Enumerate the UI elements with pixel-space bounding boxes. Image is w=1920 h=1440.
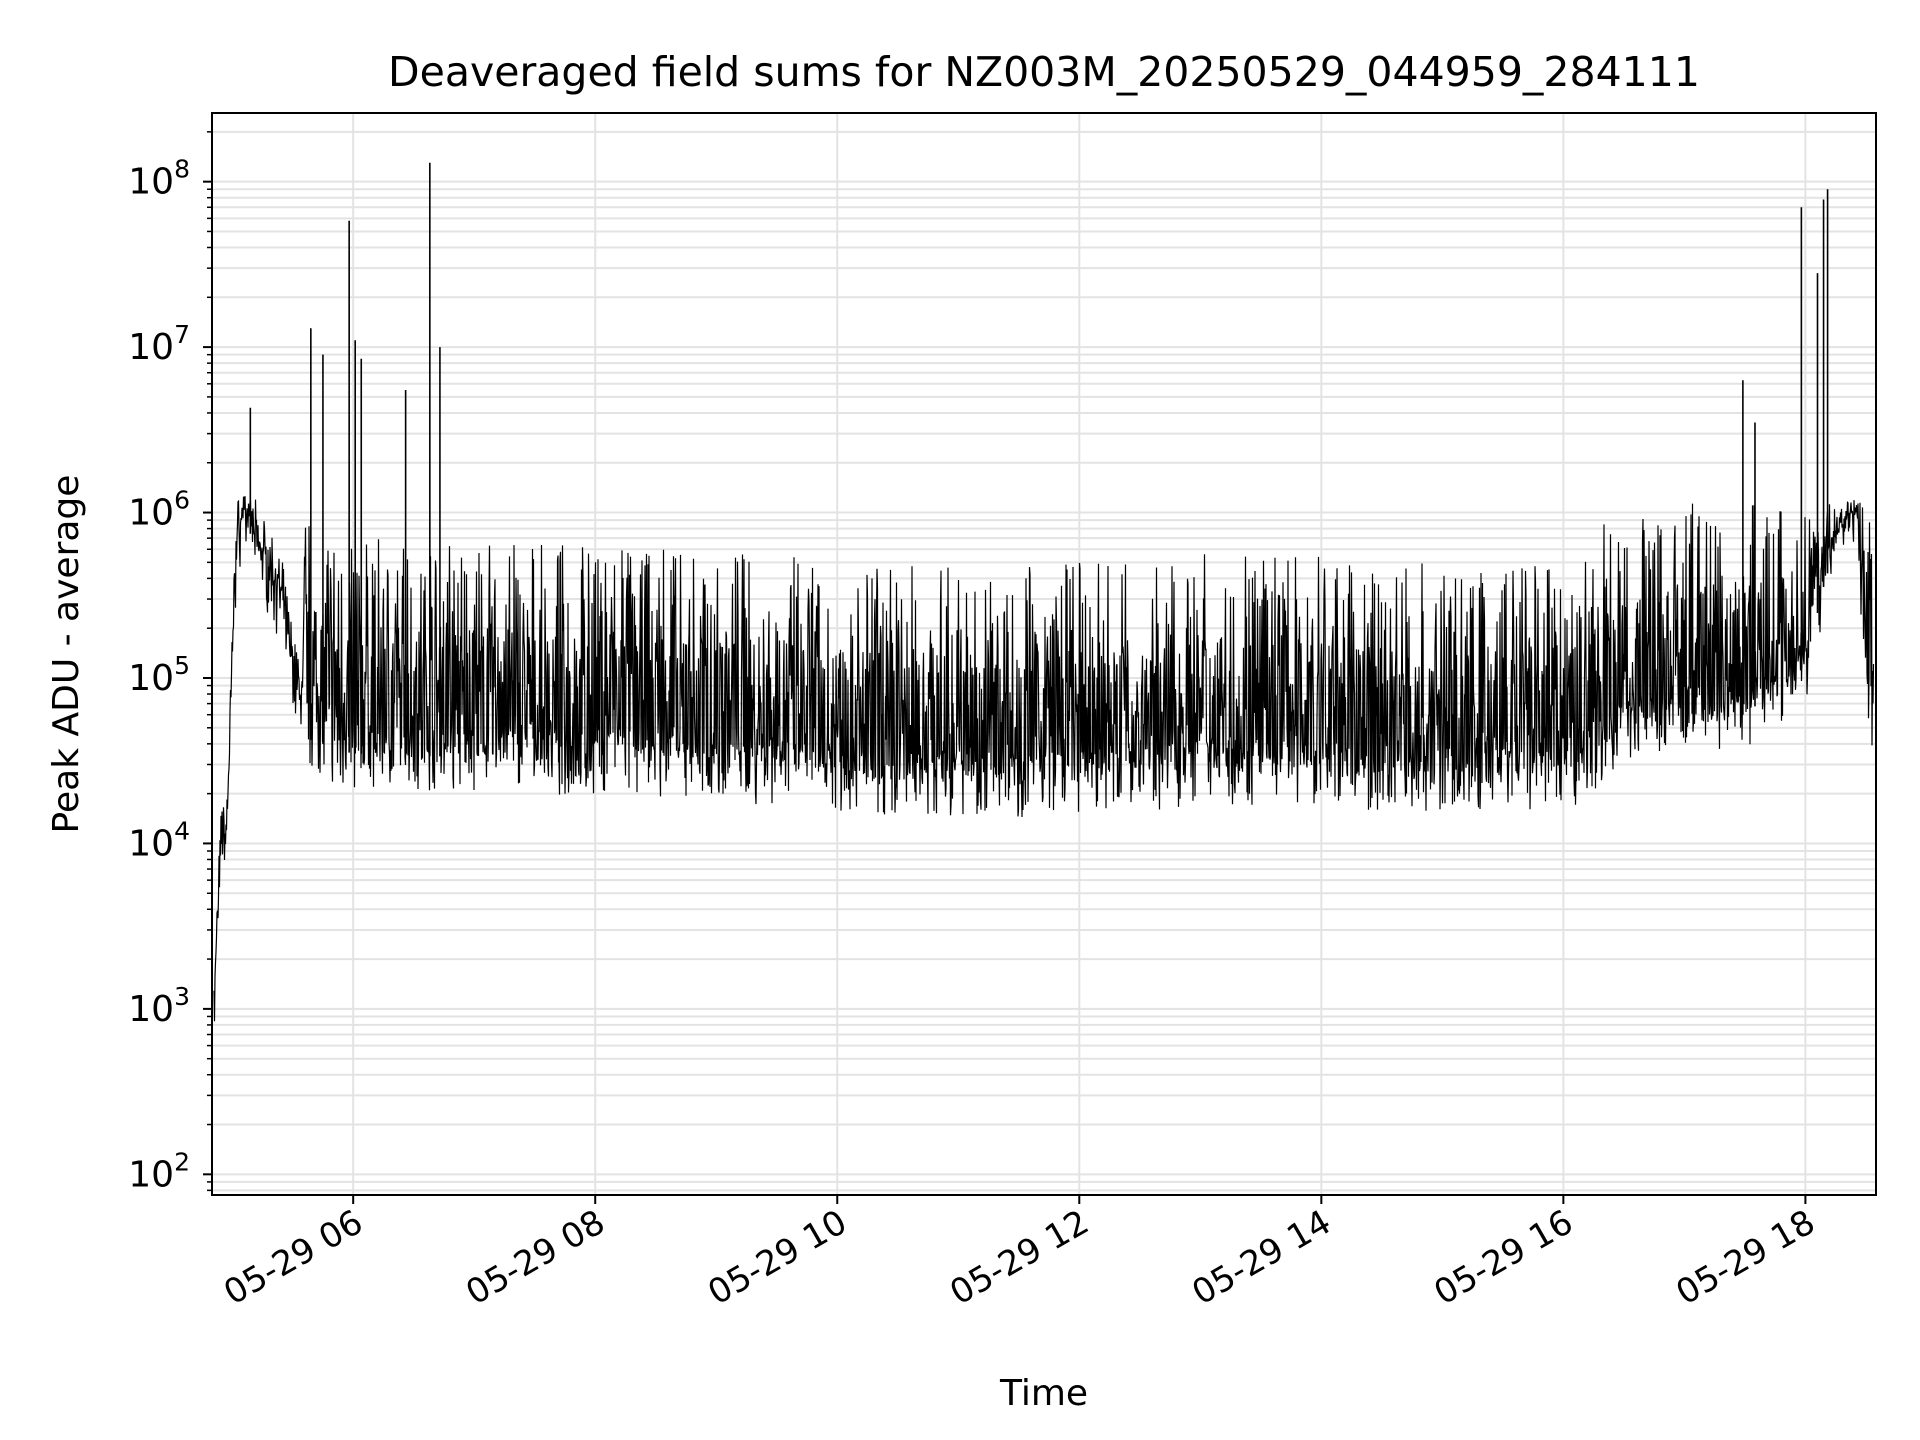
y-tick-exponent: 5 [174,651,190,680]
y-tick-base: 10 [128,1154,174,1195]
y-tick-exponent: 2 [174,1147,190,1176]
data-layer [213,162,1875,1022]
y-tick-label: 104 [128,816,190,864]
y-tick-exponent: 8 [174,155,190,184]
y-tick-base: 10 [128,493,174,534]
y-tick-exponent: 7 [174,320,190,349]
y-tick-label: 105 [128,651,190,699]
y-tick-label: 107 [128,320,190,368]
x-axis-title: Time [999,1373,1088,1414]
y-tick-base: 10 [128,658,174,699]
series-line [213,496,1875,1022]
y-tick-label: 108 [128,155,190,203]
y-tick-exponent: 4 [174,816,190,845]
y-tick-exponent: 6 [174,486,190,515]
y-tick-exponent: 3 [174,982,190,1011]
y-tick-label: 106 [128,486,190,534]
y-tick-label: 103 [128,982,190,1030]
chart-title: Deaveraged field sums for NZ003M_2025052… [388,48,1700,96]
y-tick-base: 10 [128,823,174,864]
plot-frame [211,112,1877,1196]
grid [212,113,1876,1195]
y-tick-label: 102 [128,1147,190,1195]
y-axis-title: Peak ADU - average [46,475,87,834]
y-tick-base: 10 [128,989,174,1030]
y-tick-base: 10 [128,327,174,368]
y-tick-base: 10 [128,162,174,203]
